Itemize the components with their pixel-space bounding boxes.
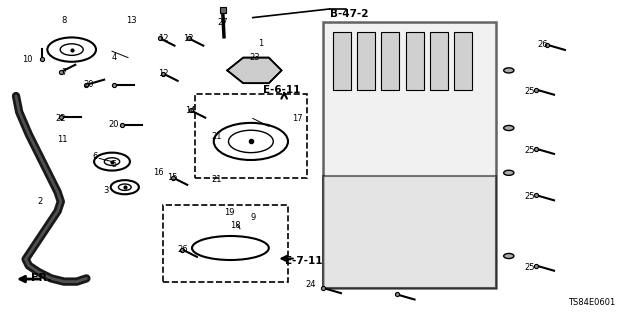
Text: 22: 22 [56, 114, 66, 123]
Polygon shape [227, 58, 282, 83]
Text: 21: 21 [211, 132, 221, 140]
Polygon shape [323, 176, 496, 288]
Text: 9: 9 [250, 213, 255, 222]
Text: 1: 1 [259, 39, 264, 48]
Text: 25: 25 [525, 146, 535, 155]
Text: 12: 12 [158, 69, 168, 78]
Bar [357, 32, 375, 90]
Text: 25: 25 [525, 87, 535, 96]
Text: 17: 17 [292, 114, 303, 123]
Circle shape [504, 125, 514, 131]
Text: 13: 13 [126, 16, 136, 25]
Circle shape [504, 68, 514, 73]
Text: 26: 26 [538, 40, 548, 49]
Bar [195, 94, 307, 178]
Text: FR.: FR. [31, 273, 52, 284]
Polygon shape [323, 22, 496, 288]
Text: 18: 18 [230, 221, 241, 230]
Text: 11: 11 [58, 135, 68, 144]
Bar [163, 205, 288, 282]
Bar [406, 32, 424, 90]
Text: 7: 7 [61, 68, 67, 76]
Circle shape [504, 253, 514, 259]
Bar [454, 32, 472, 90]
Text: 10: 10 [22, 55, 32, 64]
Text: 4: 4 [111, 53, 116, 62]
Text: 8: 8 [61, 16, 67, 25]
Text: 24: 24 [305, 280, 316, 289]
Text: 2: 2 [37, 197, 42, 206]
Text: TS84E0601: TS84E0601 [568, 298, 616, 307]
Text: 21: 21 [211, 175, 221, 184]
Text: 5: 5 [111, 160, 116, 169]
Bar [430, 32, 448, 90]
Text: 23: 23 [250, 53, 260, 62]
Bar [381, 32, 399, 90]
Text: B-47-2: B-47-2 [330, 9, 368, 20]
Text: 20: 20 [83, 80, 93, 89]
Text: 14: 14 [186, 106, 196, 115]
Text: E-7-11: E-7-11 [285, 256, 323, 266]
Text: 26: 26 [177, 245, 188, 254]
Text: 12: 12 [158, 34, 168, 43]
Text: 3: 3 [103, 186, 108, 195]
Text: 25: 25 [525, 192, 535, 201]
Text: 15: 15 [168, 173, 178, 182]
Text: E-6-11: E-6-11 [263, 84, 300, 95]
Text: 6: 6 [92, 152, 97, 161]
Text: 19: 19 [224, 208, 234, 217]
Circle shape [504, 170, 514, 175]
Text: 16: 16 [154, 168, 164, 177]
Text: 27: 27 [218, 18, 228, 27]
Bar [333, 32, 351, 90]
Text: 12: 12 [184, 34, 194, 43]
Text: 25: 25 [525, 263, 535, 272]
Text: 20: 20 [109, 120, 119, 129]
